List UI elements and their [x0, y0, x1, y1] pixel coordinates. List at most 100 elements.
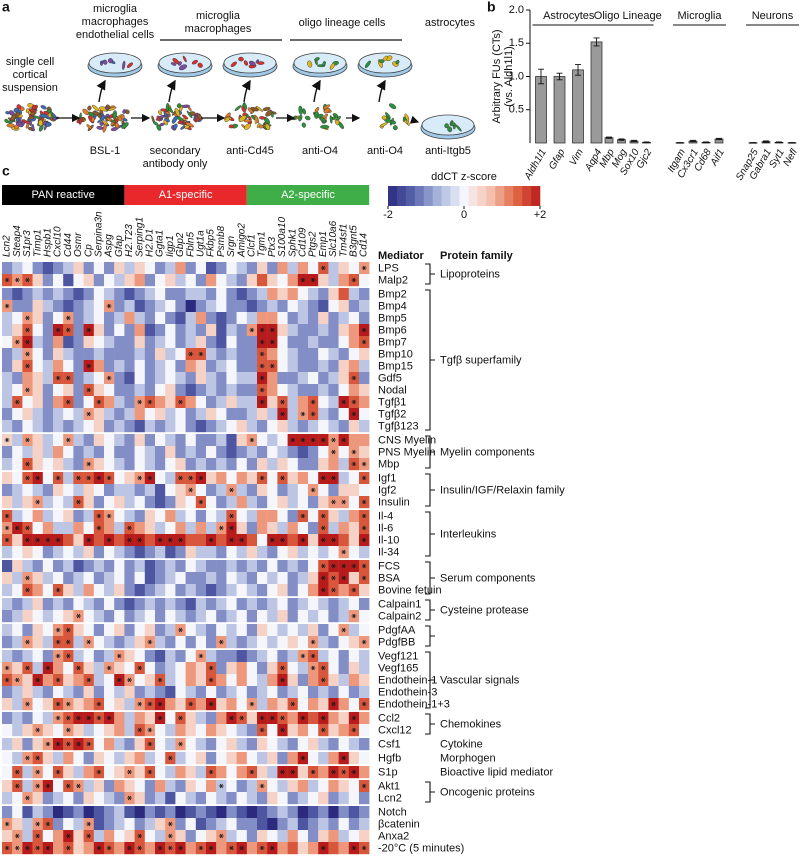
heatmap-cell [114, 300, 125, 313]
heatmap-cell [338, 674, 349, 687]
heatmap-cell [175, 348, 186, 361]
heatmap-cell [318, 348, 329, 361]
heatmap-cell [134, 598, 145, 611]
cell [121, 122, 129, 129]
heatmap-cell [246, 262, 258, 275]
significance-star [35, 769, 41, 775]
heatmap-cell [195, 336, 207, 349]
cell [178, 64, 188, 71]
heatmap-cell [32, 348, 43, 361]
heatmap-cell [267, 384, 278, 397]
heatmap-cell [359, 806, 370, 819]
colorbar-tick-label: -2 [383, 209, 393, 221]
heatmap-cell [236, 348, 247, 361]
heatmap-cell [195, 624, 207, 637]
heatmap-cell [297, 842, 309, 855]
heatmap-cell [297, 830, 309, 843]
heatmap-cell [216, 818, 227, 831]
heatmap-cell [318, 372, 329, 385]
group-label: Astrocytes [543, 10, 595, 22]
significance-star [14, 525, 20, 531]
significance-star [35, 833, 41, 839]
significance-star [320, 715, 326, 721]
column-label: Serpina3n [94, 211, 105, 257]
heatmap-cell [175, 522, 186, 535]
row-label: -20°C (5 minutes) [378, 842, 464, 854]
heatmap-cell [12, 572, 23, 585]
cell [86, 124, 92, 130]
significance-star [25, 437, 30, 443]
column-label: Cd109 [298, 227, 309, 257]
heatmap-cell [206, 572, 217, 585]
cell [332, 113, 339, 118]
significance-star [259, 327, 265, 333]
heatmap-cell [32, 434, 43, 447]
column-label: Sphk1 [287, 229, 298, 257]
heatmap-cell [73, 546, 84, 559]
heatmap-cell [2, 262, 13, 275]
heatmap-cell [2, 348, 13, 361]
heatmap-cell [277, 546, 288, 559]
heatmap-cell [348, 624, 360, 637]
heatmap-cell [155, 458, 166, 471]
row-label: Lcn2 [378, 792, 402, 804]
significance-star [331, 769, 336, 775]
heatmap-cell [338, 384, 349, 397]
heatmap-cell [236, 336, 247, 349]
heatmap-cell [73, 324, 84, 337]
heatmap-cell [338, 300, 349, 313]
significance-star [361, 701, 367, 707]
heatmap-cell [359, 446, 370, 459]
heatmap-cell [287, 780, 298, 793]
heatmap-cell [246, 674, 258, 687]
heatmap-cell [216, 274, 227, 287]
heatmap-cell [144, 420, 156, 433]
heatmap-cell [144, 830, 156, 843]
significance-star [280, 715, 285, 721]
heatmap-cell [144, 806, 156, 819]
heatmap-cell [114, 698, 125, 711]
significance-star [86, 715, 92, 721]
arrow [96, 79, 106, 103]
heatmap-cell [124, 446, 135, 459]
heatmap-cell [165, 384, 176, 397]
heatmap-cell [246, 534, 258, 547]
heatmap-cell [83, 496, 94, 509]
significance-star [320, 587, 326, 593]
heatmap-cell [53, 288, 64, 301]
heatmap-cell [308, 472, 319, 485]
significance-star [55, 639, 61, 645]
heatmap-cell [185, 572, 196, 585]
heatmap-cell [338, 458, 349, 471]
heatmap-cell [124, 348, 135, 361]
cell [314, 107, 320, 113]
heatmap-cell [134, 546, 145, 559]
heatmap-cell [12, 712, 23, 725]
heatmap-cell [287, 842, 298, 855]
significance-star [300, 715, 306, 721]
heatmap-cell [63, 534, 74, 547]
heatmap-cell [144, 780, 156, 793]
heatmap-cell [308, 738, 319, 751]
heatmap-cell [42, 324, 54, 337]
heatmap-cell [267, 598, 278, 611]
significance-star [25, 277, 30, 283]
family-label: Serum components [440, 572, 536, 584]
heatmap-cell [257, 546, 268, 559]
heatmap-cell [134, 484, 145, 497]
heatmap-cell [236, 360, 247, 373]
heatmap-cell [155, 496, 166, 509]
cell [29, 120, 32, 126]
heatmap-cell [338, 636, 349, 649]
heatmap-cell [257, 650, 268, 663]
heatmap-cell [338, 336, 349, 349]
heatmap-cell [124, 598, 135, 611]
heatmap-cell [12, 686, 23, 699]
heatmap-cell [328, 598, 339, 611]
heatmap-cell [155, 610, 166, 623]
heatmap-cell [144, 360, 156, 373]
heatmap-cell [308, 546, 319, 559]
significance-star [239, 845, 245, 851]
heatmap-cell [63, 484, 74, 497]
